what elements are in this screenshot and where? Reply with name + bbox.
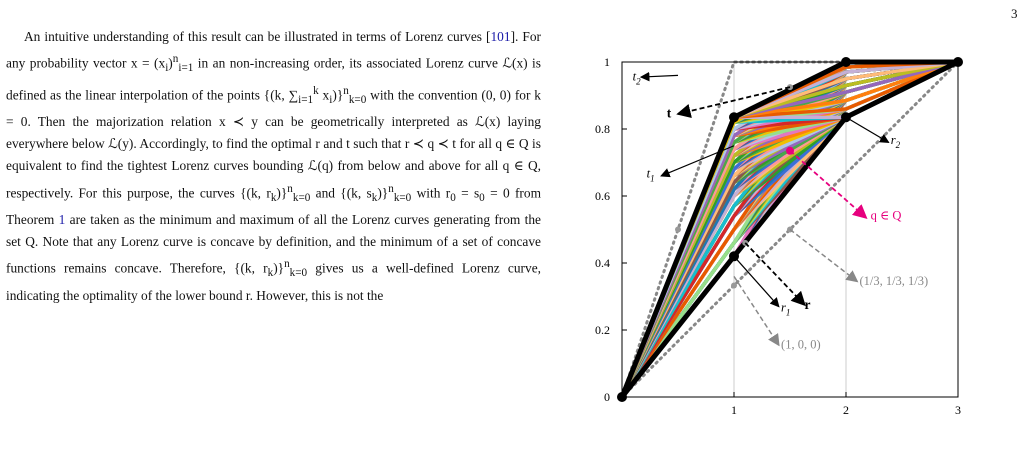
reference-point bbox=[731, 282, 737, 288]
reference-point bbox=[675, 227, 681, 233]
vertex-point bbox=[729, 112, 739, 122]
label-r: r bbox=[805, 297, 811, 312]
label-r2: r2 bbox=[891, 133, 901, 150]
label-pure: (1, 0, 0) bbox=[781, 337, 821, 351]
y-tick-label: 1 bbox=[604, 55, 610, 69]
y-tick-label: 0 bbox=[604, 390, 610, 404]
label-t1: t1 bbox=[647, 167, 655, 184]
annotation-arrow bbox=[734, 276, 779, 345]
lorenz-curves-chart: 0 0.2 0.4 0.6 0.8 1 1 2 3 t2 t t1 r2 q ∈ Q (1/3, 1/3,… bbox=[560, 40, 970, 420]
body-paragraph: An intuitive understanding of this resul… bbox=[6, 26, 541, 449]
x-tick-label: 2 bbox=[843, 403, 849, 417]
citation-link[interactable]: 101 bbox=[490, 29, 510, 44]
label-uniform: (1/3, 1/3, 1/3) bbox=[859, 274, 928, 288]
x-tick-label: 1 bbox=[731, 403, 737, 417]
label-t2: t2 bbox=[633, 69, 641, 86]
annotation-arrow bbox=[745, 243, 804, 305]
annotation-arrow bbox=[846, 117, 889, 142]
label-t: t bbox=[667, 105, 672, 120]
label-q: q ∈ Q bbox=[871, 208, 902, 222]
page-number: 3 bbox=[1011, 6, 1018, 22]
lorenz-figure: 0 0.2 0.4 0.6 0.8 1 1 2 3 t2 t t1 r2 q ∈ Q (1/3, 1/3,… bbox=[560, 40, 970, 425]
y-tick-label: 0.2 bbox=[595, 323, 610, 337]
y-tick-label: 0.4 bbox=[595, 256, 610, 270]
y-tick-label: 0.8 bbox=[595, 122, 610, 136]
annotation-arrow bbox=[734, 256, 779, 306]
annotation-arrow bbox=[790, 230, 857, 282]
annotation-arrow bbox=[641, 75, 678, 77]
label-r1: r1 bbox=[781, 301, 790, 318]
x-tick-label: 3 bbox=[955, 403, 961, 417]
y-tick-label: 0.6 bbox=[595, 189, 610, 203]
